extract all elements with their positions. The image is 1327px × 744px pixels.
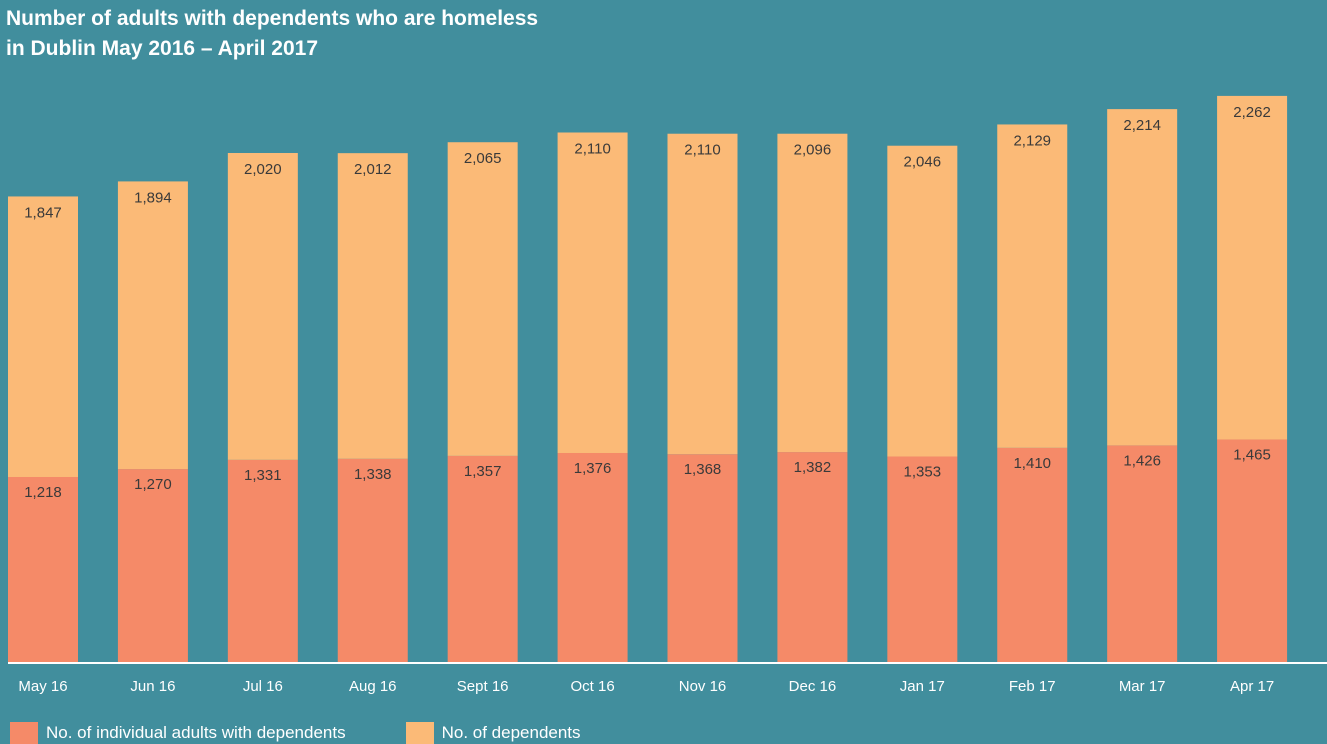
bar-dependents-jul-16: [227, 153, 298, 460]
bar-dependents-dec-16: [777, 133, 848, 453]
data-label-adults-jun-16: 1,270: [134, 476, 172, 493]
legend-label-adults: No. of individual adults with dependents: [46, 723, 346, 742]
data-label-dependents-may-16: 1,847: [24, 204, 62, 221]
data-label-dependents-sept-16: 2,065: [464, 150, 502, 167]
legend-label-dependents: No. of dependents: [441, 723, 581, 742]
data-label-dependents-jun-16: 1,894: [134, 189, 172, 206]
data-label-adults-sept-16: 1,357: [464, 463, 502, 480]
data-label-adults-nov-16: 1,368: [684, 461, 722, 478]
bar-adults-jun-16: [117, 469, 188, 662]
bar-dependents-sept-16: [447, 142, 518, 456]
x-tick-label-oct-16: Oct 16: [570, 678, 614, 695]
data-label-adults-apr-17: 1,465: [1233, 446, 1271, 463]
legend-swatch-dependents: [405, 722, 434, 744]
bar-dependents-jun-16: [117, 181, 188, 470]
data-label-adults-feb-17: 1,410: [1013, 455, 1051, 472]
bar-adults-feb-17: [997, 447, 1068, 662]
data-label-dependents-jul-16: 2,020: [244, 161, 282, 178]
x-tick-label-feb-17: Feb 17: [1009, 678, 1056, 695]
bar-adults-dec-16: [777, 452, 848, 662]
bar-adults-apr-17: [1217, 439, 1288, 662]
x-tick-label-jul-16: Jul 16: [243, 678, 283, 695]
bar-dependents-may-16: [8, 196, 78, 477]
x-tick-label-aug-16: Aug 16: [349, 678, 397, 695]
bar-dependents-feb-17: [997, 124, 1068, 448]
data-label-dependents-apr-17: 2,262: [1233, 104, 1271, 121]
data-label-dependents-feb-17: 2,129: [1013, 132, 1051, 149]
bar-adults-sept-16: [447, 455, 518, 662]
bar-adults-nov-16: [667, 454, 738, 662]
x-tick-label-dec-16: Dec 16: [789, 678, 837, 695]
bar-dependents-jan-17: [887, 145, 958, 457]
chart-title-line-2: in Dublin May 2016 – April 2017: [6, 37, 319, 60]
data-label-dependents-nov-16: 2,110: [684, 142, 720, 159]
x-tick-label-sept-16: Sept 16: [457, 678, 509, 695]
x-tick-label-nov-16: Nov 16: [679, 678, 727, 695]
bar-dependents-apr-17: [1217, 95, 1288, 440]
bar-adults-may-16: [8, 476, 78, 662]
data-label-adults-aug-16: 1,338: [354, 466, 392, 483]
data-label-dependents-jan-17: 2,046: [904, 154, 942, 171]
data-label-dependents-mar-17: 2,214: [1123, 117, 1161, 134]
chart-legend: No. of individual adults with dependents…: [10, 722, 581, 744]
chart-title: Number of adults with dependents who are…: [6, 4, 538, 64]
bar-adults-oct-16: [557, 452, 628, 662]
legend-item-dependents: No. of dependents: [405, 722, 581, 744]
bar-dependents-aug-16: [337, 153, 408, 459]
bar-dependents-nov-16: [667, 133, 738, 455]
bar-adults-jul-16: [227, 459, 298, 662]
data-label-dependents-oct-16: 2,110: [574, 141, 610, 158]
data-label-dependents-aug-16: 2,012: [354, 161, 392, 178]
data-label-dependents-dec-16: 2,096: [794, 142, 832, 159]
bar-adults-mar-17: [1107, 445, 1178, 662]
bar-dependents-oct-16: [557, 132, 628, 453]
x-tick-label-apr-17: Apr 17: [1230, 678, 1274, 695]
data-label-adults-dec-16: 1,382: [794, 459, 832, 476]
data-label-adults-mar-17: 1,426: [1123, 452, 1161, 469]
x-tick-label-jan-17: Jan 17: [900, 678, 945, 695]
bar-dependents-mar-17: [1107, 109, 1178, 446]
legend-item-adults: No. of individual adults with dependents: [10, 722, 346, 744]
legend-swatch-adults: [10, 722, 38, 744]
data-label-adults-jan-17: 1,353: [904, 463, 942, 480]
data-label-adults-may-16: 1,218: [24, 484, 62, 501]
bar-adults-aug-16: [337, 458, 408, 662]
data-label-adults-jul-16: 1,331: [244, 467, 282, 484]
data-label-adults-oct-16: 1,376: [574, 460, 612, 477]
bar-adults-jan-17: [887, 456, 958, 662]
x-tick-label-mar-17: Mar 17: [1119, 678, 1166, 695]
x-tick-label-may-16: May 16: [18, 678, 67, 695]
x-tick-label-jun-16: Jun 16: [130, 678, 175, 695]
chart-title-line-1: Number of adults with dependents who are…: [6, 7, 539, 30]
